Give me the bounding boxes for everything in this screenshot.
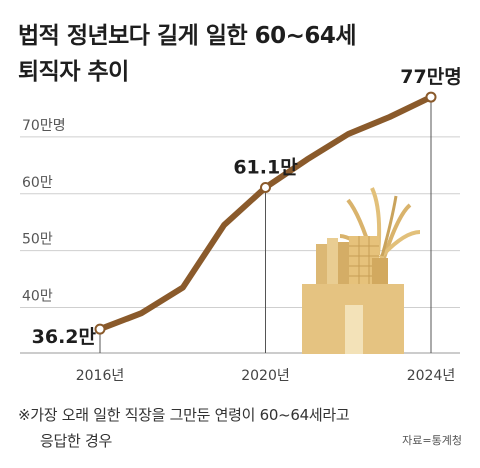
data-label: 61.1만: [233, 156, 298, 178]
x-tick-label: 2016년: [76, 368, 125, 384]
data-markers: [94, 91, 437, 335]
footnote-line-2: 응답한 경우: [40, 432, 112, 450]
y-tick-label: 50만: [22, 232, 53, 248]
chart-title-line-2: 퇴직자 추이: [18, 59, 129, 85]
chart-title-line-1: 법적 정년보다 길게 일한 60~64세: [18, 23, 357, 49]
labels: 40만 50만 60만 70만명 36.2만 61.1만 77만명 2016년 2020년 202…: [22, 66, 462, 384]
binder: [327, 238, 338, 286]
y-tick-label: 60만: [22, 175, 53, 191]
chart-title: 법적 정년보다 길게 일한 60~64세 퇴직자 추이: [18, 18, 458, 90]
data-point-marker: [94, 323, 106, 335]
y-tick-label: 70만명: [22, 118, 66, 134]
y-tick-label: 40만: [22, 289, 53, 305]
footnote-line-1: ※가장 오래 일한 직장을 그만둔 연령이 60~64세라고: [18, 406, 350, 424]
footnote: ※가장 오래 일한 직장을 그만둔 연령이 60~64세라고 응답한 경우: [18, 402, 350, 454]
data-point-marker: [260, 181, 271, 193]
x-tick-label: 2024년: [407, 368, 456, 384]
plant-pot: [372, 258, 388, 286]
plant-leaf: [380, 195, 398, 257]
file-box-lines: [349, 236, 379, 286]
data-point-marker: [425, 91, 437, 103]
x-tick-label: 2020년: [241, 368, 290, 384]
source-credit: 자료=통계청: [402, 434, 462, 447]
binder: [316, 244, 327, 286]
binder: [338, 242, 349, 286]
desk-door: [345, 305, 363, 354]
office-illustration: [302, 187, 421, 354]
data-label: 77만명: [400, 66, 461, 88]
line-chart: 40만 50만 60만 70만명 36.2만 61.1만 77만명 2016년 2020년 202…: [20, 66, 462, 384]
data-label: 36.2만: [32, 326, 97, 348]
